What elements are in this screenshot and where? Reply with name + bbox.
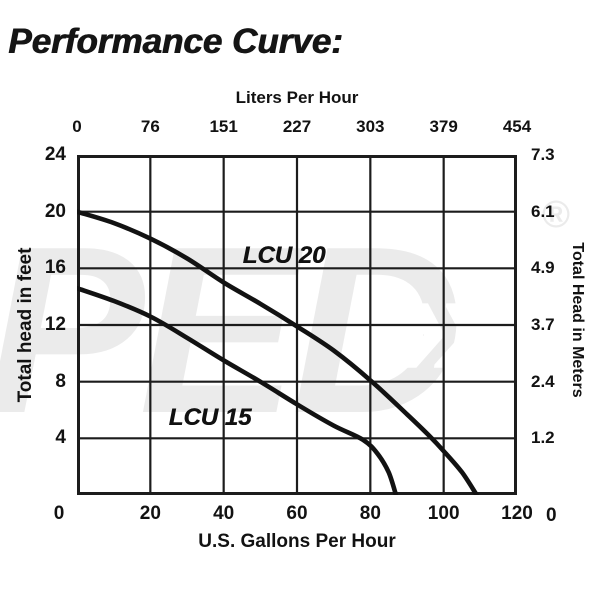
bottom-axis-tick: 60 (286, 503, 308, 524)
top-axis-title: Liters Per Hour (235, 88, 359, 107)
top-axis-tick: 454 (502, 117, 532, 136)
bottom-axis-tick: 40 (213, 503, 235, 524)
right-axis-zero-tick: 0 (546, 505, 557, 526)
series-label-lcu20: LCU 20 (242, 242, 326, 269)
left-axis-tick: 12 (44, 314, 66, 335)
bottom-axis-tick: 0 (53, 503, 65, 524)
left-axis-tick: 4 (55, 427, 66, 449)
top-axis-tick: 151 (209, 117, 238, 136)
curve-lcu20 (77, 209, 479, 495)
plot-area (77, 155, 517, 495)
right-axis-tick: 4.9 (531, 258, 555, 278)
left-axis-title: Total head in feet (15, 247, 36, 403)
top-axis-tick: 379 (429, 117, 458, 136)
top-axis-tick: 303 (356, 117, 385, 136)
page-title: Performance Curve: (8, 22, 343, 61)
top-axis-tick: 0 (72, 117, 82, 136)
right-axis-tick: 6.1 (531, 201, 555, 221)
bottom-axis-tick: 20 (139, 503, 161, 524)
top-axis-tick: 227 (282, 117, 312, 136)
right-axis-title: Total Head in Meters (569, 242, 586, 398)
left-axis-tick: 8 (55, 370, 66, 392)
top-axis-tick: 76 (140, 117, 160, 136)
left-axis-tick: 24 (44, 144, 66, 165)
bottom-axis-title: U.S. Gallons Per Hour (198, 531, 396, 552)
series-label-lcu15: LCU 15 (168, 404, 252, 431)
right-axis-tick: 7.3 (531, 145, 555, 164)
curve-lcu15 (77, 285, 399, 495)
right-axis-tick: 1.2 (531, 428, 555, 448)
bottom-axis-tick: 80 (359, 503, 381, 524)
right-axis-tick: 2.4 (531, 371, 555, 391)
bottom-axis-tick: 120 (501, 503, 533, 524)
right-axis-tick: 3.7 (531, 315, 555, 334)
left-axis-tick: 20 (44, 200, 66, 222)
plot-border (77, 155, 517, 495)
left-axis-tick: 16 (44, 257, 66, 279)
bottom-axis-tick: 100 (427, 503, 460, 524)
